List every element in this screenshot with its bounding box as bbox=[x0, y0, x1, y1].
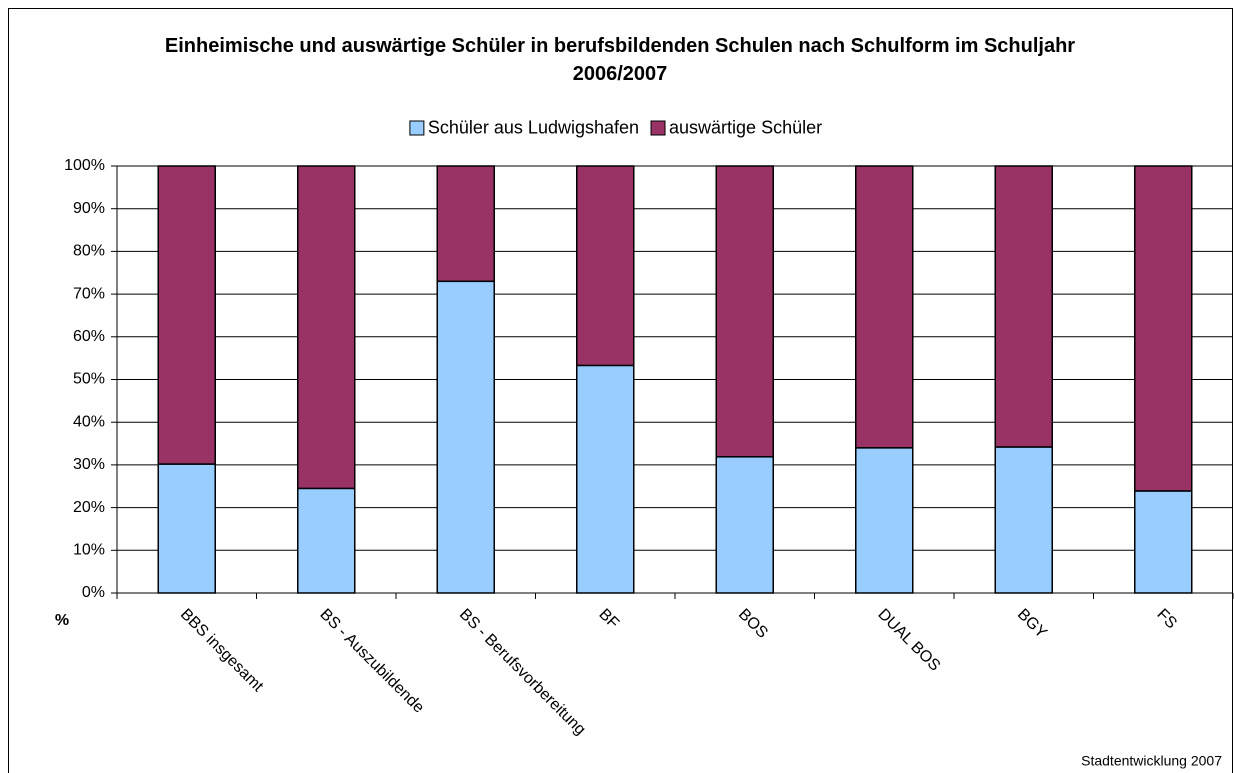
bar-segment bbox=[855, 447, 914, 594]
bar-segment bbox=[436, 280, 495, 594]
bar-segment bbox=[855, 165, 914, 449]
y-tick-label: 0% bbox=[82, 584, 105, 601]
legend-swatch bbox=[409, 120, 425, 136]
bar-segment bbox=[157, 165, 216, 465]
y-tick-label: 90% bbox=[73, 200, 105, 217]
y-tick-label: 30% bbox=[73, 456, 105, 473]
bar-segment bbox=[436, 165, 495, 283]
source-note: Stadtentwicklung 2007 bbox=[1081, 753, 1222, 769]
x-tick-label: FS bbox=[1153, 606, 1179, 632]
x-tick-label: DUAL BOS bbox=[874, 606, 943, 675]
chart-frame bbox=[8, 8, 1233, 773]
bar-segment bbox=[297, 165, 356, 490]
y-tick-label: 10% bbox=[73, 542, 105, 559]
legend-label: Schüler aus Ludwigshafen bbox=[428, 117, 639, 137]
x-tick-label: BF bbox=[595, 606, 622, 633]
y-tick-label: 20% bbox=[73, 499, 105, 516]
bar-segment bbox=[297, 487, 356, 594]
y-tick-label: 60% bbox=[73, 328, 105, 345]
y-tick-label: 50% bbox=[73, 371, 105, 388]
bar-segment bbox=[157, 463, 216, 594]
bar-segment bbox=[576, 364, 635, 594]
bar-segment bbox=[715, 456, 774, 594]
bar-segment bbox=[1134, 490, 1193, 594]
y-tick-label: 40% bbox=[73, 413, 105, 430]
bar-segment bbox=[994, 446, 1053, 594]
chart-title: Einheimische und auswärtige Schüler in b… bbox=[164, 35, 1076, 85]
legend-swatch bbox=[650, 120, 666, 136]
y-axis-label: % bbox=[55, 612, 69, 629]
x-tick-label: BGY bbox=[1014, 606, 1050, 642]
x-tick-label: BS - Auszubildende bbox=[316, 606, 427, 717]
legend-label: auswärtige Schüler bbox=[669, 117, 822, 137]
x-tick-label: BS - Berufsvorbereitung bbox=[456, 606, 589, 739]
x-tick-label: BOS bbox=[735, 606, 771, 642]
bar-segment bbox=[994, 165, 1053, 448]
bar-segment bbox=[1134, 165, 1193, 492]
y-tick-label: 80% bbox=[73, 243, 105, 260]
bar-segment bbox=[576, 165, 635, 367]
x-tick-label: BBS insgesamt bbox=[177, 606, 267, 696]
y-tick-label: 70% bbox=[73, 285, 105, 302]
bar-segment bbox=[715, 165, 774, 458]
y-tick-label: 100% bbox=[64, 157, 105, 174]
